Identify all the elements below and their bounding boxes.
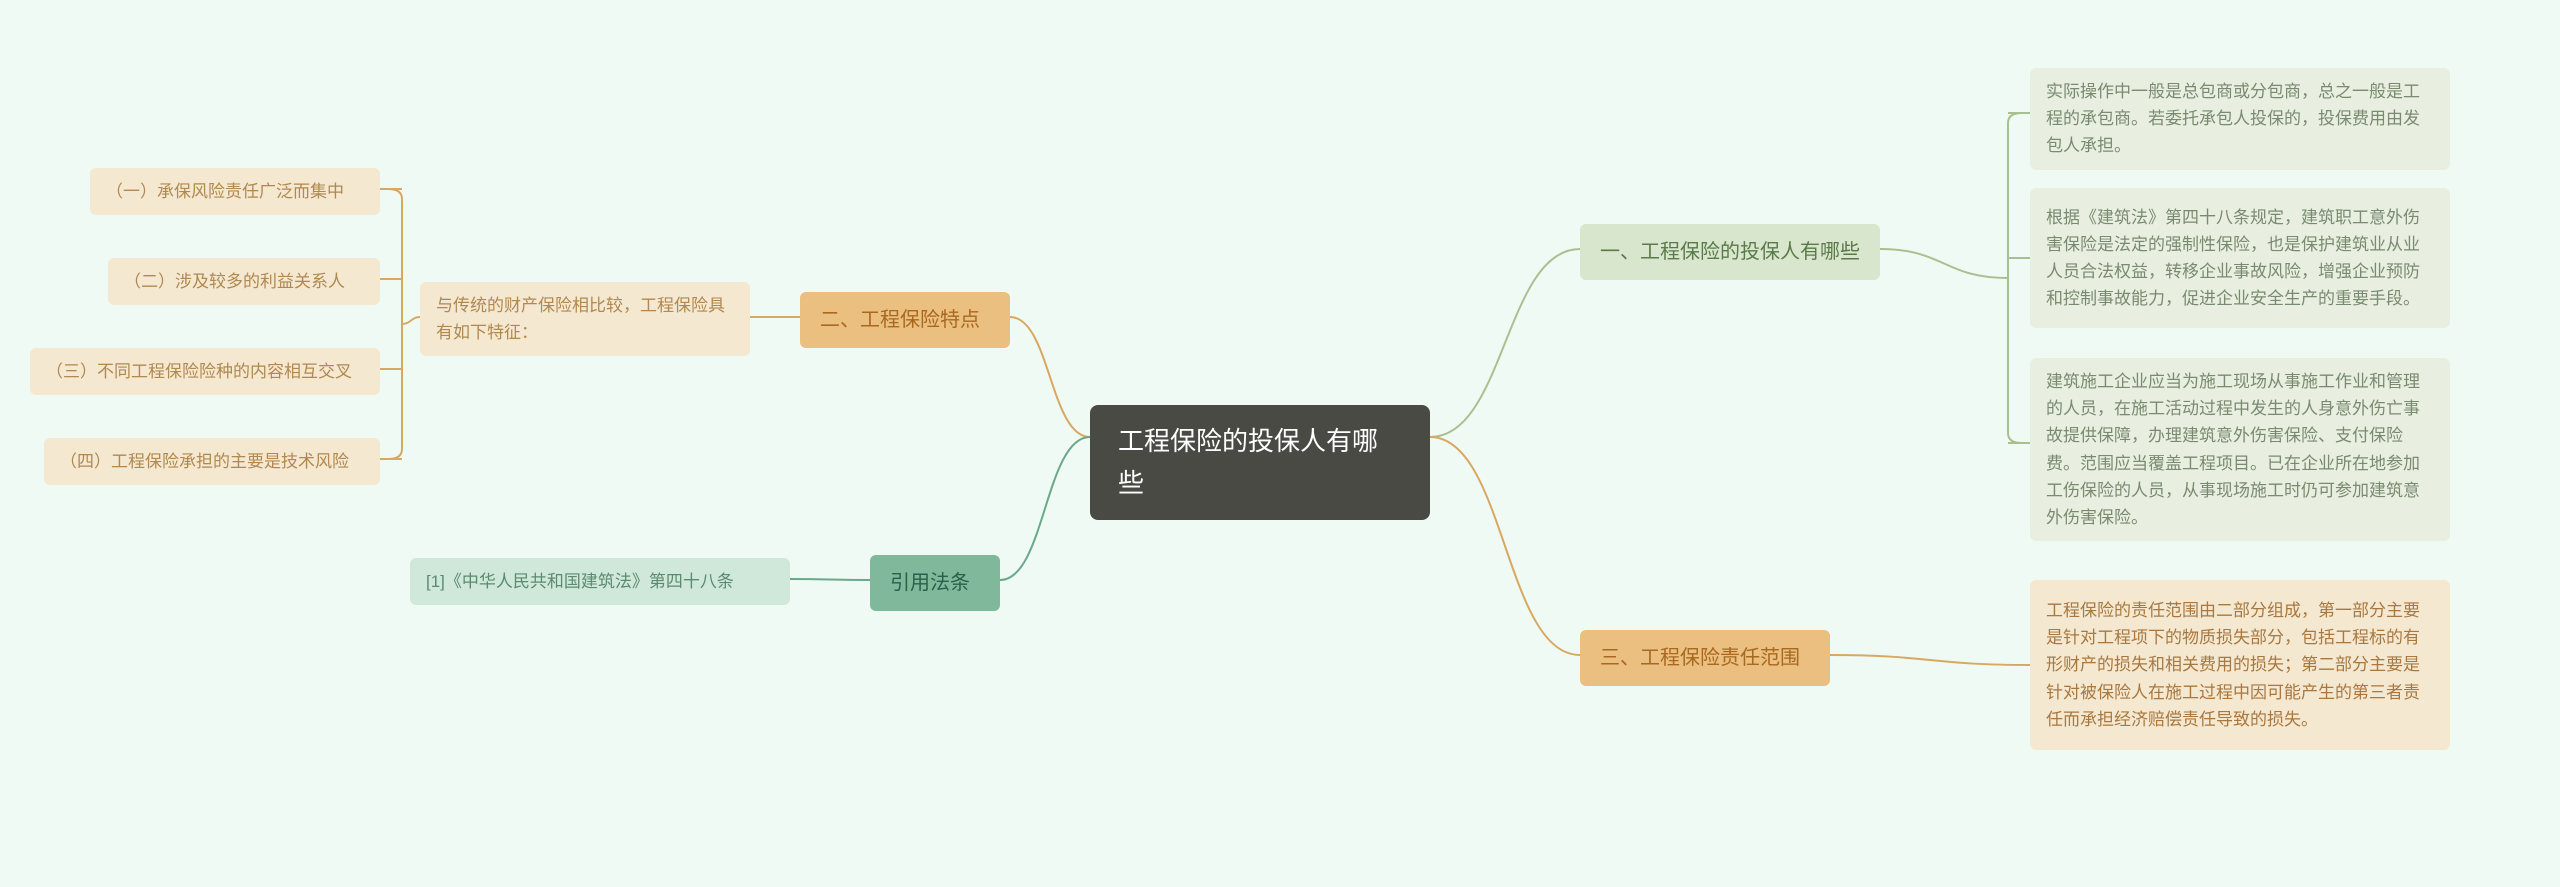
leaf-l2-0: （一）承保风险责任广泛而集中 (90, 168, 380, 215)
leaf-l2-2: （三）不同工程保险险种的内容相互交叉 (30, 348, 380, 395)
leaf-text: 工程保险的责任范围由二部分组成，第一部分主要是针对工程项下的物质损失部分，包括工… (2046, 597, 2434, 733)
leaf-text: [1]《中华人民共和国建筑法》第四十八条 (426, 568, 734, 595)
subnode-l2: 与传统的财产保险相比较，工程保险具有如下特征： (420, 282, 750, 356)
subnode-text: 与传统的财产保险相比较，工程保险具有如下特征： (436, 292, 734, 346)
leaf-text: 建筑施工企业应当为施工现场从事施工作业和管理的人员，在施工活动过程中发生的人身意… (2046, 368, 2434, 531)
leaf-text: （四）工程保险承担的主要是技术风险 (60, 448, 349, 475)
leaf-r1-0: 实际操作中一般是总包商或分包商，总之一般是工程的承包商。若委托承包人投保的，投保… (2030, 68, 2450, 170)
center-node: 工程保险的投保人有哪些 (1090, 405, 1430, 520)
leaf-law-0: [1]《中华人民共和国建筑法》第四十八条 (410, 558, 790, 605)
branch-l2: 二、工程保险特点 (800, 292, 1010, 348)
branch-label: 引用法条 (890, 567, 970, 599)
leaf-text: （一）承保风险责任广泛而集中 (106, 178, 344, 205)
center-label: 工程保险的投保人有哪些 (1118, 421, 1402, 504)
leaf-l2-1: （二）涉及较多的利益关系人 (108, 258, 380, 305)
leaf-text: （二）涉及较多的利益关系人 (124, 268, 345, 295)
leaf-l2-3: （四）工程保险承担的主要是技术风险 (44, 438, 380, 485)
branch-label: 三、工程保险责任范围 (1600, 642, 1800, 674)
leaf-r1-1: 根据《建筑法》第四十八条规定，建筑职工意外伤害保险是法定的强制性保险，也是保护建… (2030, 188, 2450, 328)
branch-r1: 一、工程保险的投保人有哪些 (1580, 224, 1880, 280)
leaf-text: （三）不同工程保险险种的内容相互交叉 (46, 358, 352, 385)
leaf-r1-2: 建筑施工企业应当为施工现场从事施工作业和管理的人员，在施工活动过程中发生的人身意… (2030, 358, 2450, 541)
branch-r3: 三、工程保险责任范围 (1580, 630, 1830, 686)
leaf-text: 根据《建筑法》第四十八条规定，建筑职工意外伤害保险是法定的强制性保险，也是保护建… (2046, 204, 2434, 313)
branch-label: 二、工程保险特点 (820, 304, 980, 336)
branch-law: 引用法条 (870, 555, 1000, 611)
branch-label: 一、工程保险的投保人有哪些 (1600, 236, 1860, 268)
leaf-r3-0: 工程保险的责任范围由二部分组成，第一部分主要是针对工程项下的物质损失部分，包括工… (2030, 580, 2450, 750)
leaf-text: 实际操作中一般是总包商或分包商，总之一般是工程的承包商。若委托承包人投保的，投保… (2046, 78, 2434, 160)
